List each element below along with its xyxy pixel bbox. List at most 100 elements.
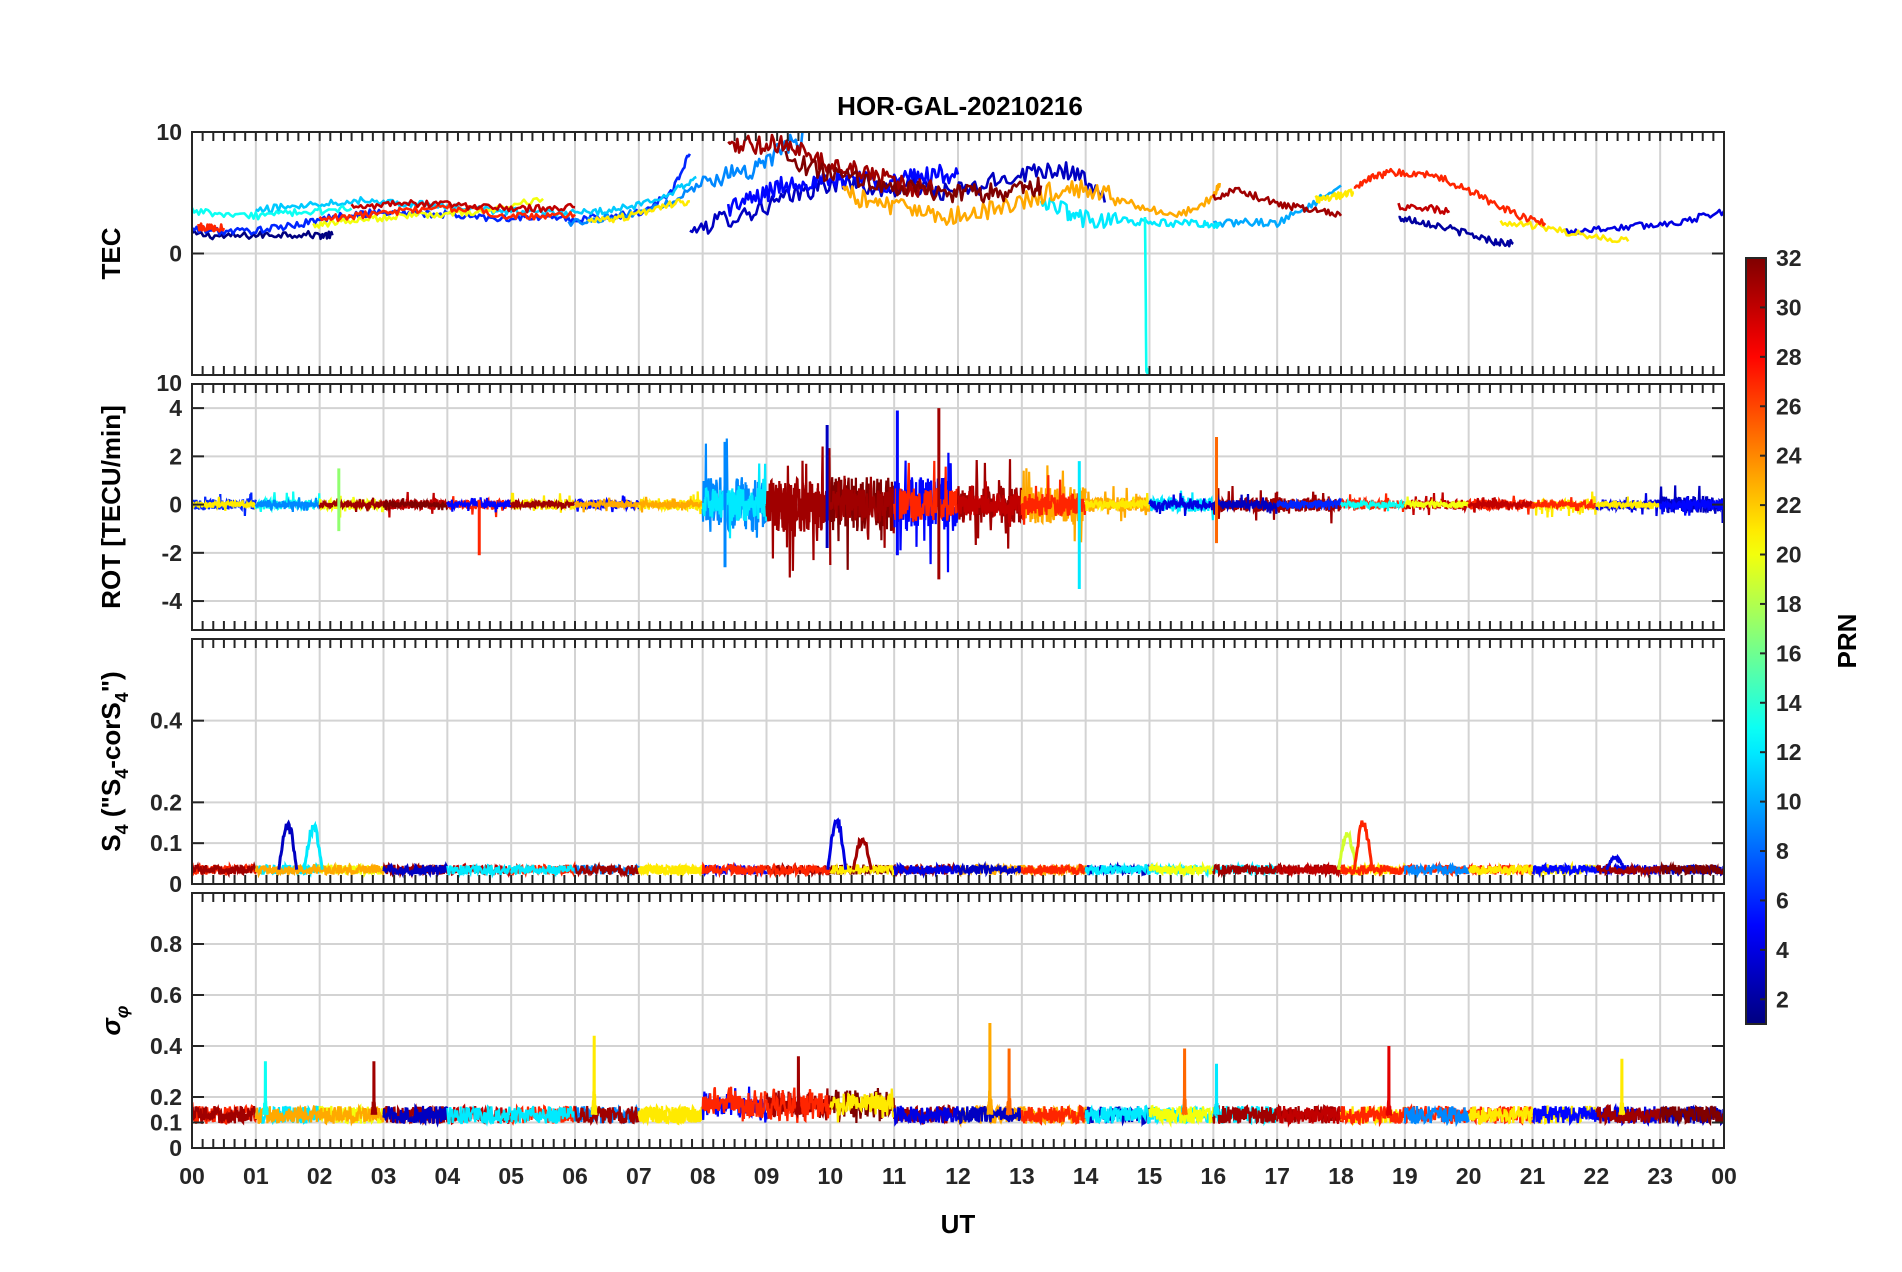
y-tick-label: 10 <box>156 119 182 145</box>
sigma-trace <box>956 1105 1023 1125</box>
s4-trace <box>382 861 449 879</box>
s4-trace <box>637 862 704 877</box>
rot-trace <box>318 497 385 512</box>
colorbar-tick-label: 10 <box>1776 789 1802 815</box>
sigma-trace <box>1595 1103 1662 1127</box>
y-axis-label: σφ <box>96 1005 132 1035</box>
y-tick-label: 0.4 <box>150 708 182 734</box>
y-tick-label: 0.1 <box>150 1110 182 1136</box>
colorbar-gradient <box>1745 257 1767 1025</box>
x-tick-label: 21 <box>1520 1163 1546 1189</box>
s4-trace <box>893 861 960 879</box>
sigma-trace <box>893 1105 960 1127</box>
sigma-trace <box>510 1105 577 1125</box>
series-prn-13 <box>192 204 353 221</box>
peak-prn-31 <box>795 1056 802 1119</box>
x-tick-label: 08 <box>690 1163 716 1189</box>
colorbar-tick-label: 12 <box>1776 739 1802 765</box>
rot-trace <box>1340 497 1406 512</box>
y-tick-label: 2 <box>169 443 182 469</box>
x-tick-label: 23 <box>1647 1163 1673 1189</box>
series-prn-4 <box>1564 208 1724 235</box>
rot-trace <box>765 460 832 537</box>
x-tick-label: 20 <box>1456 1163 1482 1189</box>
s4-trace <box>1276 861 1343 878</box>
rot-trace <box>893 460 960 522</box>
x-tick-label: 15 <box>1137 1163 1163 1189</box>
x-tick-label: 01 <box>243 1163 269 1189</box>
x-tick-label: 11 <box>882 1163 907 1189</box>
series-prn-30 <box>1397 202 1451 215</box>
y-tick-label: 0.2 <box>150 1084 182 1110</box>
sigma-trace <box>192 1103 257 1126</box>
panel-2-data <box>192 408 1724 589</box>
sigma-trace <box>1339 1104 1406 1128</box>
s4-trace <box>254 860 321 879</box>
peak-prn-29 <box>1385 1045 1393 1117</box>
s4-trace <box>829 861 896 878</box>
y-tick-label: 0 <box>169 241 182 267</box>
s4-trace <box>701 861 768 879</box>
y-tick-label: 0.2 <box>150 789 182 815</box>
x-tick-label: 10 <box>818 1163 844 1189</box>
peak-prn-13 <box>262 1061 269 1116</box>
rot-trace <box>573 497 640 513</box>
s4-trace <box>1212 861 1279 879</box>
y-tick-label: -4 <box>162 588 183 614</box>
series-prn-2 <box>1398 215 1514 248</box>
s4-trace <box>192 861 257 879</box>
y-tick-label: 0 <box>169 1135 182 1161</box>
s4-trace <box>766 862 831 879</box>
y-tick-label: 0.4 <box>150 1033 182 1059</box>
s4-trace <box>318 861 385 878</box>
colorbar-tick-label: 26 <box>1776 393 1802 419</box>
colorbar-tick-label: 2 <box>1776 986 1789 1012</box>
x-tick-label: 04 <box>435 1163 461 1189</box>
colorbar-tick-label: 6 <box>1776 887 1789 913</box>
series-prn-31 <box>1212 186 1343 218</box>
s4-trace <box>510 862 577 878</box>
series-prn-6 <box>192 153 692 236</box>
chart-title: HOR-GAL-20210216 <box>837 91 1083 121</box>
peak-prn-31 <box>851 836 873 870</box>
sigma-trace <box>701 1086 768 1122</box>
rot-trace <box>701 438 768 538</box>
y-tick-label: 0.8 <box>150 931 182 957</box>
x-tick-label: 05 <box>498 1163 524 1189</box>
y-axis-label: TEC <box>96 227 126 279</box>
sigma-trace <box>1084 1104 1151 1124</box>
peak-prn-19 <box>1336 829 1358 870</box>
colorbar-tick-label: 32 <box>1776 245 1802 271</box>
y-tick-label: 0.6 <box>150 982 182 1008</box>
panel-4: 00.10.2 0.4 0.6 0.8 σφ <box>96 892 1725 1161</box>
sigma-trace <box>637 1102 704 1126</box>
y-axis-label: ROT [TECU/min] <box>96 405 126 609</box>
series-prn-21 <box>1499 220 1630 244</box>
x-tick-label: 22 <box>1584 1163 1610 1189</box>
colorbar-tick-label: 16 <box>1776 640 1802 666</box>
panel-1-data <box>192 132 1724 375</box>
rot-trace <box>1212 493 1279 515</box>
peak-prn-12 <box>302 820 324 870</box>
peak-prn-27 <box>1352 820 1374 870</box>
series-prn-1 <box>192 229 334 241</box>
peak-prn-12 <box>1213 1063 1220 1117</box>
series-prn-27 <box>318 202 576 223</box>
x-axis-label: UT <box>941 1209 976 1239</box>
series-prn-27 <box>197 222 226 233</box>
peak-prn-3 <box>277 819 299 870</box>
colorbar-tick-label: 8 <box>1776 838 1789 864</box>
rot-trace <box>1531 497 1598 512</box>
s4-trace <box>254 863 321 879</box>
rot-trace <box>637 496 704 513</box>
series-prn-30 <box>350 199 576 214</box>
rot-trace <box>1467 497 1534 513</box>
sigma-trace <box>1403 1105 1470 1128</box>
panel-4-data <box>192 1022 1724 1128</box>
sigma-trace <box>1276 1104 1343 1128</box>
rot-trace <box>956 481 1023 527</box>
sigma-trace <box>446 1104 513 1127</box>
